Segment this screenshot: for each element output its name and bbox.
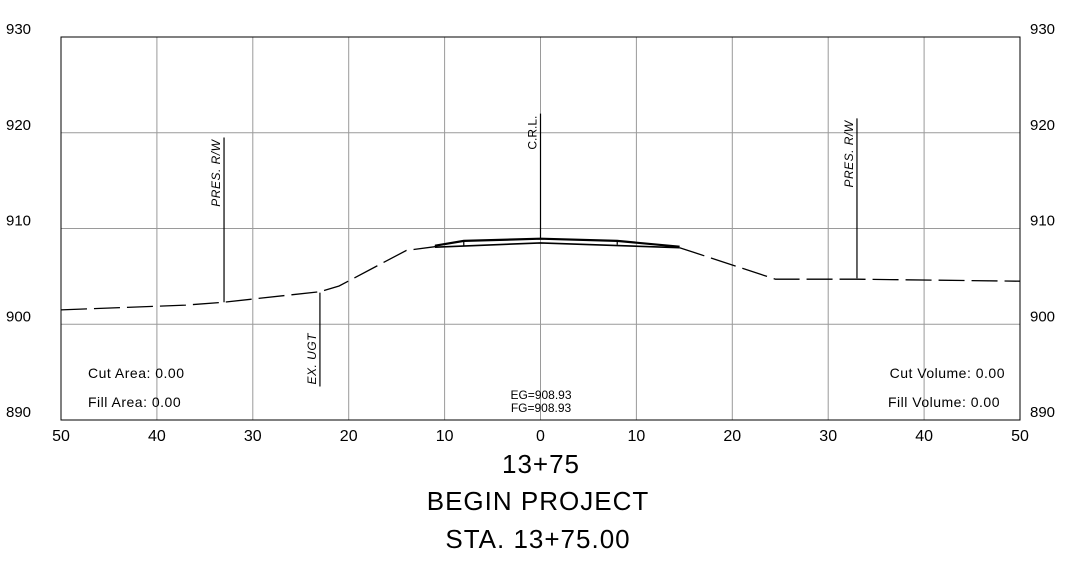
y-tick-label-right: 910 [1030,213,1055,230]
begin-project-title: BEGIN PROJECT [427,486,649,516]
y-tick-label-left: 920 [6,117,31,134]
y-tick-label-right: 920 [1030,117,1055,134]
x-axis-labels: 50 40 30 20 10 0 10 20 30 40 50 [52,428,1029,445]
y-tick-label-left: 890 [6,404,31,421]
y-tick-label-left: 930 [6,21,31,38]
cut-volume-label: Cut Volume: 0.00 [890,365,1005,381]
x-tick-label: 30 [819,428,837,445]
road-template [434,237,680,249]
x-tick-label: 50 [1011,428,1029,445]
x-tick-label: 50 [52,428,70,445]
x-tick-label: 0 [536,428,545,445]
x-tick-label: 20 [340,428,358,445]
x-tick-label: 10 [436,428,454,445]
x-tick-label: 10 [628,428,646,445]
plot-frame [60,36,1021,421]
station-full-title: STA. 13+75.00 [445,524,630,554]
crl-label: C.R.L. [526,116,540,150]
x-tick-label: 20 [723,428,741,445]
y-tick-label-right: 900 [1030,308,1055,325]
y-tick-label-left: 900 [6,308,31,325]
fill-area-label: Fill Area: 0.00 [88,394,181,410]
existing-ground-left [60,246,436,311]
y-axis-labels: 890 890 900 900 910 910 920 920 930 930 [6,21,1055,421]
fill-volume-label: Fill Volume: 0.00 [888,394,1000,410]
pres-rw-right-label: PRES. R/W [842,119,856,187]
vertical-markers: PRES. R/W C.R.L. PRES. R/W EX. UGT [209,113,858,387]
y-tick-label-left: 910 [6,213,31,230]
existing-ground-line [60,246,1021,311]
pres-rw-left-label: PRES. R/W [209,138,223,206]
template-top-line [434,237,680,248]
fg-label: FG=908.93 [511,401,572,415]
cut-area-label: Cut Area: 0.00 [88,365,185,381]
eg-label: EG=908.93 [510,388,571,402]
x-tick-label: 40 [148,428,166,445]
y-tick-label-right: 930 [1030,21,1055,38]
x-tick-label: 30 [244,428,262,445]
station-title: 13+75 [502,449,580,479]
existing-ground-right [679,247,1021,282]
template-bottom-line [434,242,680,249]
x-tick-label: 40 [915,428,933,445]
ex-ugt-label: EX. UGT [305,332,319,385]
y-tick-label-right: 890 [1030,404,1055,421]
